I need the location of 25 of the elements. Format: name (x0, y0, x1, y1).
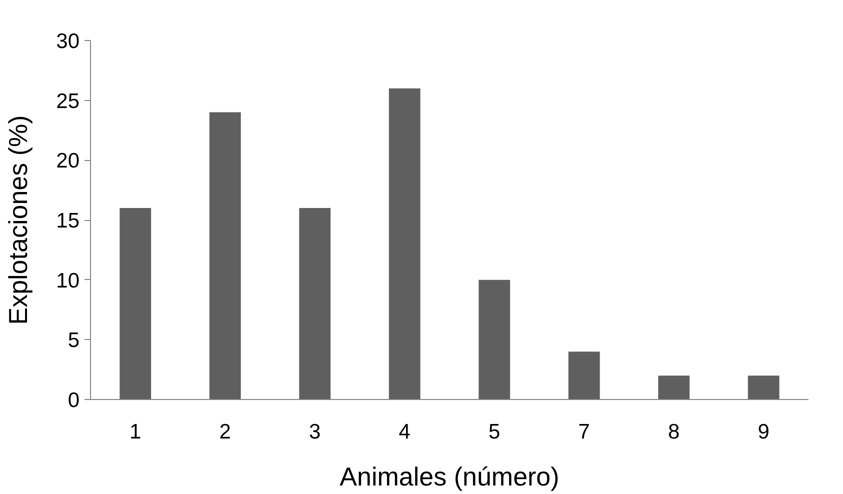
y-tick-label: 20 (56, 150, 80, 173)
y-tick-label: 5 (68, 329, 80, 352)
x-axis-title: Animales (número) (340, 462, 560, 492)
x-tick-label: 8 (668, 420, 680, 444)
bar (658, 376, 690, 400)
x-tick-label: 1 (130, 420, 142, 444)
x-tick-label: 5 (488, 420, 500, 444)
x-tick-label: 7 (578, 420, 590, 444)
bar (388, 88, 420, 400)
y-tick-label: 25 (56, 90, 80, 113)
bar (299, 208, 331, 400)
bar (568, 352, 600, 400)
y-tick-label: 15 (56, 210, 80, 232)
bar (748, 376, 780, 400)
x-tick-label: 3 (309, 420, 321, 444)
y-tick-label: 30 (56, 30, 80, 53)
y-tick-label: 0 (68, 389, 80, 412)
x-tick-label: 9 (758, 420, 770, 444)
y-axis-title: Explotaciones (%) (3, 115, 34, 325)
bar (478, 280, 510, 400)
x-tick-label: 4 (398, 420, 411, 444)
y-tick-label: 10 (56, 269, 80, 292)
x-tick-label: 2 (219, 420, 231, 444)
bar (120, 208, 152, 400)
bar (209, 112, 241, 400)
